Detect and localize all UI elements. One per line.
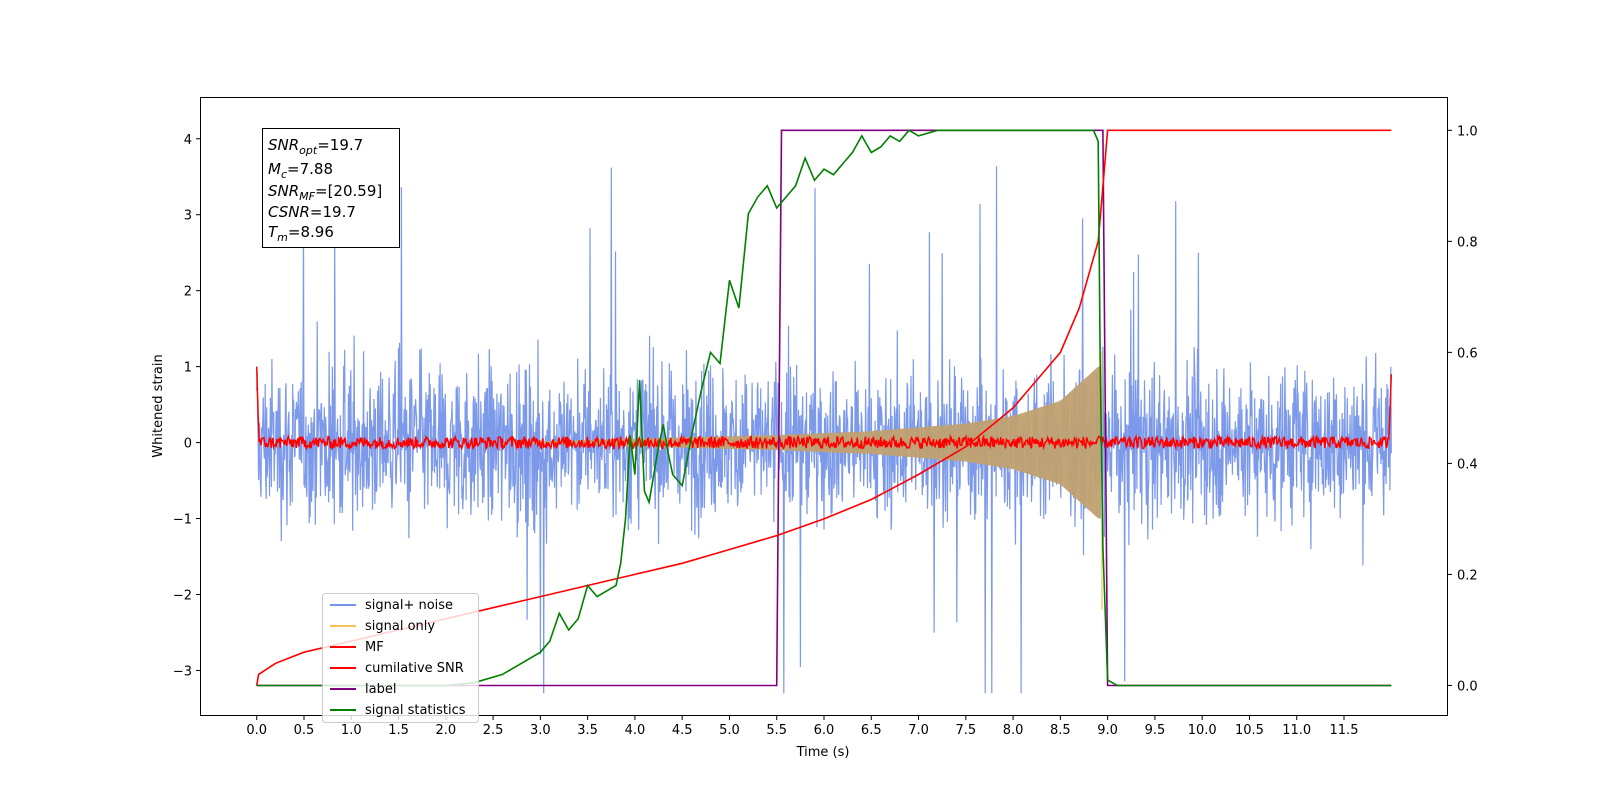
x-tick-label: 4.0 bbox=[625, 723, 646, 738]
x-tick-label: 2.0 bbox=[435, 723, 456, 738]
y2-tick-label: 0.0 bbox=[1457, 679, 1478, 694]
x-tick-label: 8.0 bbox=[1003, 723, 1024, 738]
info-snr-mf: SNRMF=[20.59] bbox=[268, 182, 382, 203]
legend-label-label: label bbox=[365, 682, 396, 697]
legend-label-cumulative-snr: cumilative SNR bbox=[365, 661, 464, 676]
y2-tick-label: 0.8 bbox=[1457, 235, 1478, 250]
x-tick-label: 3.0 bbox=[530, 723, 551, 738]
y-tick-label: 2 bbox=[184, 285, 192, 300]
y2-tick-label: 0.6 bbox=[1457, 346, 1478, 361]
x-tick-label: 8.5 bbox=[1050, 723, 1071, 738]
x-tick-label: 5.0 bbox=[719, 723, 740, 738]
x-tick-label: 1.0 bbox=[341, 723, 362, 738]
legend-label-signal-only: signal only bbox=[365, 619, 435, 634]
x-tick-label: 2.5 bbox=[483, 723, 504, 738]
info-mc: Mc=7.88 bbox=[268, 160, 333, 181]
x-tick-label: 0.5 bbox=[294, 723, 315, 738]
y-tick-label: 4 bbox=[184, 133, 192, 148]
x-tick-label: 9.5 bbox=[1145, 723, 1166, 738]
x-tick-label: 3.5 bbox=[577, 723, 598, 738]
axes-frame bbox=[200, 97, 1448, 716]
y-tick-label: −2 bbox=[173, 588, 192, 603]
y2-tick-label: 0.4 bbox=[1457, 457, 1478, 472]
legend-label-signal-statistics: signal statistics bbox=[365, 703, 466, 718]
info-tm: Tm=8.96 bbox=[268, 223, 334, 244]
legend-label-mf: MF bbox=[365, 640, 384, 655]
info-csnr: CSNR=19.7 bbox=[268, 203, 356, 221]
axes: 0.0 0.5 1.0 1.5 2.0 2.5 3.0 3.5 4.0 4.5 5.0 5.5 6.0 6… bbox=[173, 124, 1478, 738]
x-tick-label: 4.5 bbox=[672, 723, 693, 738]
legend-label-signal-noise: signal+ noise bbox=[365, 598, 453, 613]
x-tick-label: 7.5 bbox=[955, 723, 976, 738]
series-mf bbox=[255, 366, 1393, 451]
legend-frame bbox=[322, 593, 479, 723]
y2-tick-label: 1.0 bbox=[1457, 124, 1478, 139]
x-tick-label: 7.0 bbox=[908, 723, 929, 738]
x-tick-label: 9.0 bbox=[1097, 723, 1118, 738]
x-tick-label: 0.0 bbox=[246, 723, 267, 738]
x-tick-label: 10.5 bbox=[1235, 723, 1264, 738]
y-tick-label: 1 bbox=[184, 361, 192, 376]
x-tick-label: 6.0 bbox=[814, 723, 835, 738]
x-tick-label: 5.5 bbox=[766, 723, 787, 738]
series-signal-statistics bbox=[256, 129, 1392, 687]
legend: signal+ noise signal only MF cumilative … bbox=[322, 593, 479, 723]
y-tick-label: −1 bbox=[173, 513, 192, 528]
y-axis-label: Whitened strain bbox=[151, 354, 166, 457]
x-axis-label: Time (s) bbox=[796, 745, 850, 760]
x-tick-label: 6.5 bbox=[861, 723, 882, 738]
info-box-frame bbox=[262, 128, 400, 248]
x-tick-label: 1.5 bbox=[388, 723, 409, 738]
info-box: SNRopt=19.7 Mc=7.88 SNRMF=[20.59] CSNR=1… bbox=[262, 128, 400, 248]
x-tick-label: 10.0 bbox=[1188, 723, 1217, 738]
y-tick-label: −3 bbox=[173, 664, 192, 679]
y-tick-label: 0 bbox=[184, 437, 192, 452]
y2-tick-label: 0.2 bbox=[1457, 568, 1478, 583]
x-tick-label: 11.5 bbox=[1330, 723, 1359, 738]
info-snr-opt: SNRopt=19.7 bbox=[268, 136, 363, 157]
x-tick-label: 11.0 bbox=[1282, 723, 1311, 738]
y-tick-label: 3 bbox=[184, 209, 192, 224]
